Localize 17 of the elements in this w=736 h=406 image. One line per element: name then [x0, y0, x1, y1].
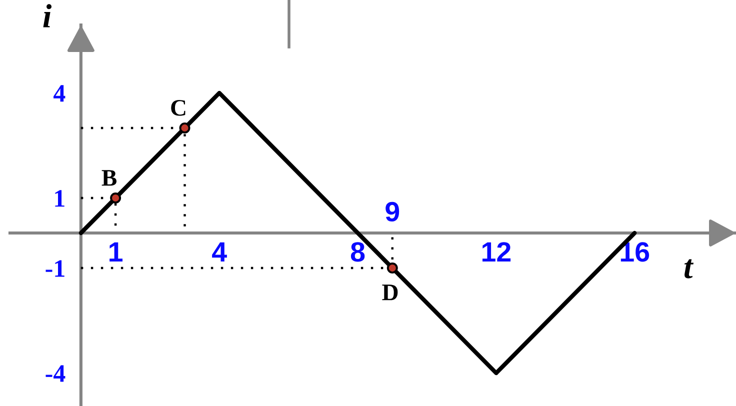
x-tick-label: 8 [350, 242, 365, 262]
x-tick-label: 4 [212, 242, 227, 262]
y-axis-title: i [43, 4, 52, 28]
point [179, 122, 190, 134]
point [110, 192, 122, 204]
y-tick-label: -4 [46, 365, 66, 382]
x-tick-label: 12 [482, 242, 511, 262]
y-tick-label: 4 [54, 85, 66, 102]
point [386, 262, 398, 274]
y-tick-label: 1 [55, 190, 64, 207]
y-tick-label: -1 [46, 260, 64, 277]
annotation: B [102, 170, 117, 186]
x-axis-title: t [684, 259, 694, 278]
annotation: D [382, 284, 398, 300]
annotation: C [171, 100, 186, 116]
annotation: 9 [386, 202, 400, 222]
x-tick-label: 1 [110, 242, 122, 262]
